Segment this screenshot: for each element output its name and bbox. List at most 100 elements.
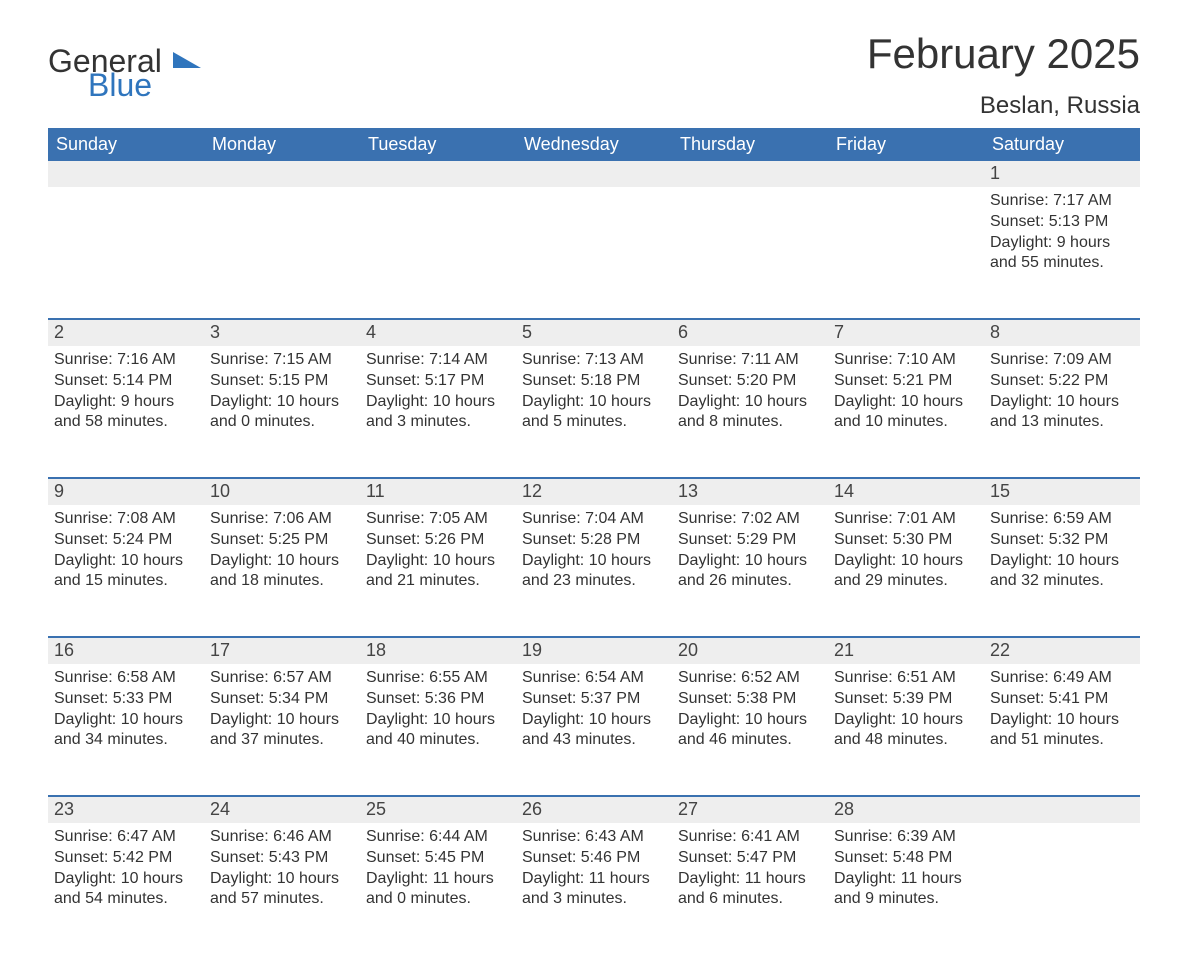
day-number: 8 [984,320,1140,346]
sunset-text: Sunset: 5:47 PM [678,848,822,869]
calendar-cell: Sunrise: 6:43 AMSunset: 5:46 PMDaylight:… [516,823,672,955]
day-number: 22 [984,638,1140,664]
day-header: Tuesday [360,128,516,161]
calendar-cell-daynum: 8 [984,319,1140,346]
calendar-cell-daynum: 24 [204,796,360,823]
daylight-text: Daylight: 11 hours and 0 minutes. [366,869,510,911]
calendar-cell-daynum: 18 [360,637,516,664]
day-details: Sunrise: 6:41 AMSunset: 5:47 PMDaylight:… [672,823,828,922]
daylight-text: Daylight: 10 hours and 48 minutes. [834,710,978,752]
calendar-cell-daynum: 12 [516,478,672,505]
calendar-cell-daynum: 3 [204,319,360,346]
day-details: Sunrise: 6:49 AMSunset: 5:41 PMDaylight:… [984,664,1140,763]
daylight-text: Daylight: 10 hours and 51 minutes. [990,710,1134,752]
day-details: Sunrise: 7:14 AMSunset: 5:17 PMDaylight:… [360,346,516,445]
sunset-text: Sunset: 5:21 PM [834,371,978,392]
calendar-cell: Sunrise: 6:52 AMSunset: 5:38 PMDaylight:… [672,664,828,796]
day-details: Sunrise: 7:13 AMSunset: 5:18 PMDaylight:… [516,346,672,445]
sunrise-text: Sunrise: 6:51 AM [834,668,978,689]
day-details: Sunrise: 6:57 AMSunset: 5:34 PMDaylight:… [204,664,360,763]
sunrise-text: Sunrise: 6:55 AM [366,668,510,689]
sunrise-text: Sunrise: 6:58 AM [54,668,198,689]
calendar-cell-daynum: 17 [204,637,360,664]
daylight-text: Daylight: 10 hours and 46 minutes. [678,710,822,752]
sunrise-text: Sunrise: 6:41 AM [678,827,822,848]
sunrise-text: Sunrise: 7:04 AM [522,509,666,530]
location: Beslan, Russia [867,92,1140,120]
calendar-cell: Sunrise: 7:09 AMSunset: 5:22 PMDaylight:… [984,346,1140,478]
brand-part2: Blue [88,70,201,100]
daylight-text: Daylight: 11 hours and 6 minutes. [678,869,822,911]
day-number: 17 [204,638,360,664]
calendar-cell: Sunrise: 7:17 AMSunset: 5:13 PMDaylight:… [984,187,1140,319]
calendar-cell-daynum [828,161,984,187]
sunrise-text: Sunrise: 7:06 AM [210,509,354,530]
calendar-cell-daynum: 7 [828,319,984,346]
day-number: 10 [204,479,360,505]
day-details: Sunrise: 6:54 AMSunset: 5:37 PMDaylight:… [516,664,672,763]
day-header: Monday [204,128,360,161]
calendar-cell: Sunrise: 6:57 AMSunset: 5:34 PMDaylight:… [204,664,360,796]
calendar-cell-daynum: 11 [360,478,516,505]
day-number: 27 [672,797,828,823]
sunrise-text: Sunrise: 7:14 AM [366,350,510,371]
calendar-cell-daynum [204,161,360,187]
sunset-text: Sunset: 5:18 PM [522,371,666,392]
sunset-text: Sunset: 5:42 PM [54,848,198,869]
daylight-text: Daylight: 10 hours and 3 minutes. [366,392,510,434]
daylight-text: Daylight: 10 hours and 18 minutes. [210,551,354,593]
calendar-cell: Sunrise: 7:08 AMSunset: 5:24 PMDaylight:… [48,505,204,637]
calendar-cell-daynum [360,161,516,187]
day-details: Sunrise: 7:15 AMSunset: 5:15 PMDaylight:… [204,346,360,445]
calendar-cell-daynum: 19 [516,637,672,664]
sunset-text: Sunset: 5:41 PM [990,689,1134,710]
sunset-text: Sunset: 5:46 PM [522,848,666,869]
calendar-cell: Sunrise: 6:51 AMSunset: 5:39 PMDaylight:… [828,664,984,796]
day-number: 9 [48,479,204,505]
day-header: Wednesday [516,128,672,161]
sunrise-text: Sunrise: 6:46 AM [210,827,354,848]
calendar-cell: Sunrise: 7:06 AMSunset: 5:25 PMDaylight:… [204,505,360,637]
day-number [984,797,1140,823]
daylight-text: Daylight: 10 hours and 5 minutes. [522,392,666,434]
calendar-cell: Sunrise: 6:55 AMSunset: 5:36 PMDaylight:… [360,664,516,796]
sunset-text: Sunset: 5:24 PM [54,530,198,551]
daylight-text: Daylight: 10 hours and 40 minutes. [366,710,510,752]
daylight-text: Daylight: 11 hours and 9 minutes. [834,869,978,911]
calendar-cell [828,187,984,319]
flag-icon [173,52,201,72]
day-number: 21 [828,638,984,664]
calendar-cell-daynum: 20 [672,637,828,664]
daylight-text: Daylight: 10 hours and 26 minutes. [678,551,822,593]
day-number: 7 [828,320,984,346]
day-number: 6 [672,320,828,346]
calendar-cell-daynum: 15 [984,478,1140,505]
sunset-text: Sunset: 5:30 PM [834,530,978,551]
calendar-cell: Sunrise: 6:58 AMSunset: 5:33 PMDaylight:… [48,664,204,796]
calendar-cell [360,187,516,319]
day-number: 1 [984,161,1140,187]
day-details: Sunrise: 7:04 AMSunset: 5:28 PMDaylight:… [516,505,672,604]
sunset-text: Sunset: 5:20 PM [678,371,822,392]
calendar-cell: Sunrise: 7:16 AMSunset: 5:14 PMDaylight:… [48,346,204,478]
calendar-cell [204,187,360,319]
calendar-cell-daynum: 13 [672,478,828,505]
day-details: Sunrise: 7:09 AMSunset: 5:22 PMDaylight:… [984,346,1140,445]
calendar-cell: Sunrise: 7:10 AMSunset: 5:21 PMDaylight:… [828,346,984,478]
sunset-text: Sunset: 5:48 PM [834,848,978,869]
day-number: 25 [360,797,516,823]
sunrise-text: Sunrise: 7:09 AM [990,350,1134,371]
sunset-text: Sunset: 5:45 PM [366,848,510,869]
calendar-cell-daynum: 5 [516,319,672,346]
day-details: Sunrise: 7:17 AMSunset: 5:13 PMDaylight:… [984,187,1140,286]
calendar-cell: Sunrise: 7:02 AMSunset: 5:29 PMDaylight:… [672,505,828,637]
day-details: Sunrise: 6:58 AMSunset: 5:33 PMDaylight:… [48,664,204,763]
calendar-cell: Sunrise: 6:59 AMSunset: 5:32 PMDaylight:… [984,505,1140,637]
calendar-cell: Sunrise: 6:46 AMSunset: 5:43 PMDaylight:… [204,823,360,955]
calendar-cell-daynum [516,161,672,187]
header: General Blue February 2025 Beslan, Russi… [48,30,1140,120]
calendar-cell: Sunrise: 7:15 AMSunset: 5:15 PMDaylight:… [204,346,360,478]
sunrise-text: Sunrise: 7:01 AM [834,509,978,530]
sunset-text: Sunset: 5:34 PM [210,689,354,710]
sunset-text: Sunset: 5:13 PM [990,212,1134,233]
